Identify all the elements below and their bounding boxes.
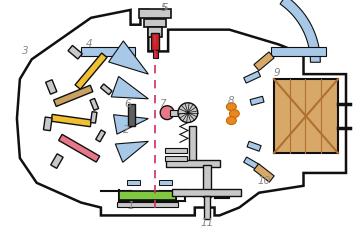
Text: 6: 6 [124, 99, 131, 109]
Ellipse shape [226, 117, 236, 125]
Bar [68, 45, 82, 59]
Bar [159, 180, 172, 185]
Text: 5: 5 [162, 3, 168, 13]
Text: 9: 9 [273, 68, 280, 78]
Bar [127, 180, 140, 185]
Text: 4: 4 [86, 39, 92, 49]
Bar [254, 164, 274, 182]
Bar [254, 52, 274, 71]
Bar [203, 165, 211, 197]
Text: 10: 10 [257, 176, 271, 186]
Polygon shape [114, 115, 148, 134]
Bar [244, 157, 258, 169]
Bar [100, 84, 112, 95]
Bar [244, 71, 261, 83]
Ellipse shape [229, 110, 239, 118]
Bar [151, 33, 159, 50]
Text: 2: 2 [123, 125, 130, 135]
Bar [51, 154, 63, 168]
Polygon shape [111, 76, 148, 99]
Bar [172, 189, 241, 196]
Bar [247, 141, 261, 151]
Bar [96, 130, 105, 142]
Polygon shape [280, 0, 320, 62]
Ellipse shape [226, 103, 236, 111]
Bar [46, 80, 57, 94]
Bar [90, 98, 99, 110]
Text: 8: 8 [228, 96, 235, 106]
Bar [189, 126, 196, 161]
Bar [117, 202, 178, 207]
Bar [81, 47, 135, 56]
Bar [51, 114, 91, 127]
Polygon shape [115, 141, 148, 162]
Text: 3: 3 [21, 46, 28, 56]
Bar [43, 117, 52, 131]
Text: 5: 5 [161, 3, 167, 13]
Bar [165, 148, 187, 153]
Bar [153, 50, 158, 58]
Bar [140, 9, 171, 18]
Bar [128, 104, 135, 125]
Bar [145, 19, 166, 27]
Bar [271, 47, 326, 56]
Bar [170, 110, 184, 116]
Bar [166, 160, 220, 166]
Circle shape [178, 103, 198, 123]
Bar [165, 156, 187, 161]
Polygon shape [109, 41, 148, 74]
Circle shape [160, 106, 174, 120]
Bar [204, 196, 210, 219]
Polygon shape [17, 10, 346, 215]
Bar [250, 96, 264, 105]
Bar [75, 53, 107, 89]
Bar [59, 134, 100, 162]
Text: 11: 11 [200, 218, 213, 228]
Text: 7: 7 [159, 99, 166, 109]
Bar [274, 79, 338, 153]
Text: 1: 1 [127, 201, 134, 210]
Bar [148, 27, 162, 37]
Bar [119, 191, 176, 200]
Bar [54, 85, 93, 106]
Bar [90, 112, 97, 123]
